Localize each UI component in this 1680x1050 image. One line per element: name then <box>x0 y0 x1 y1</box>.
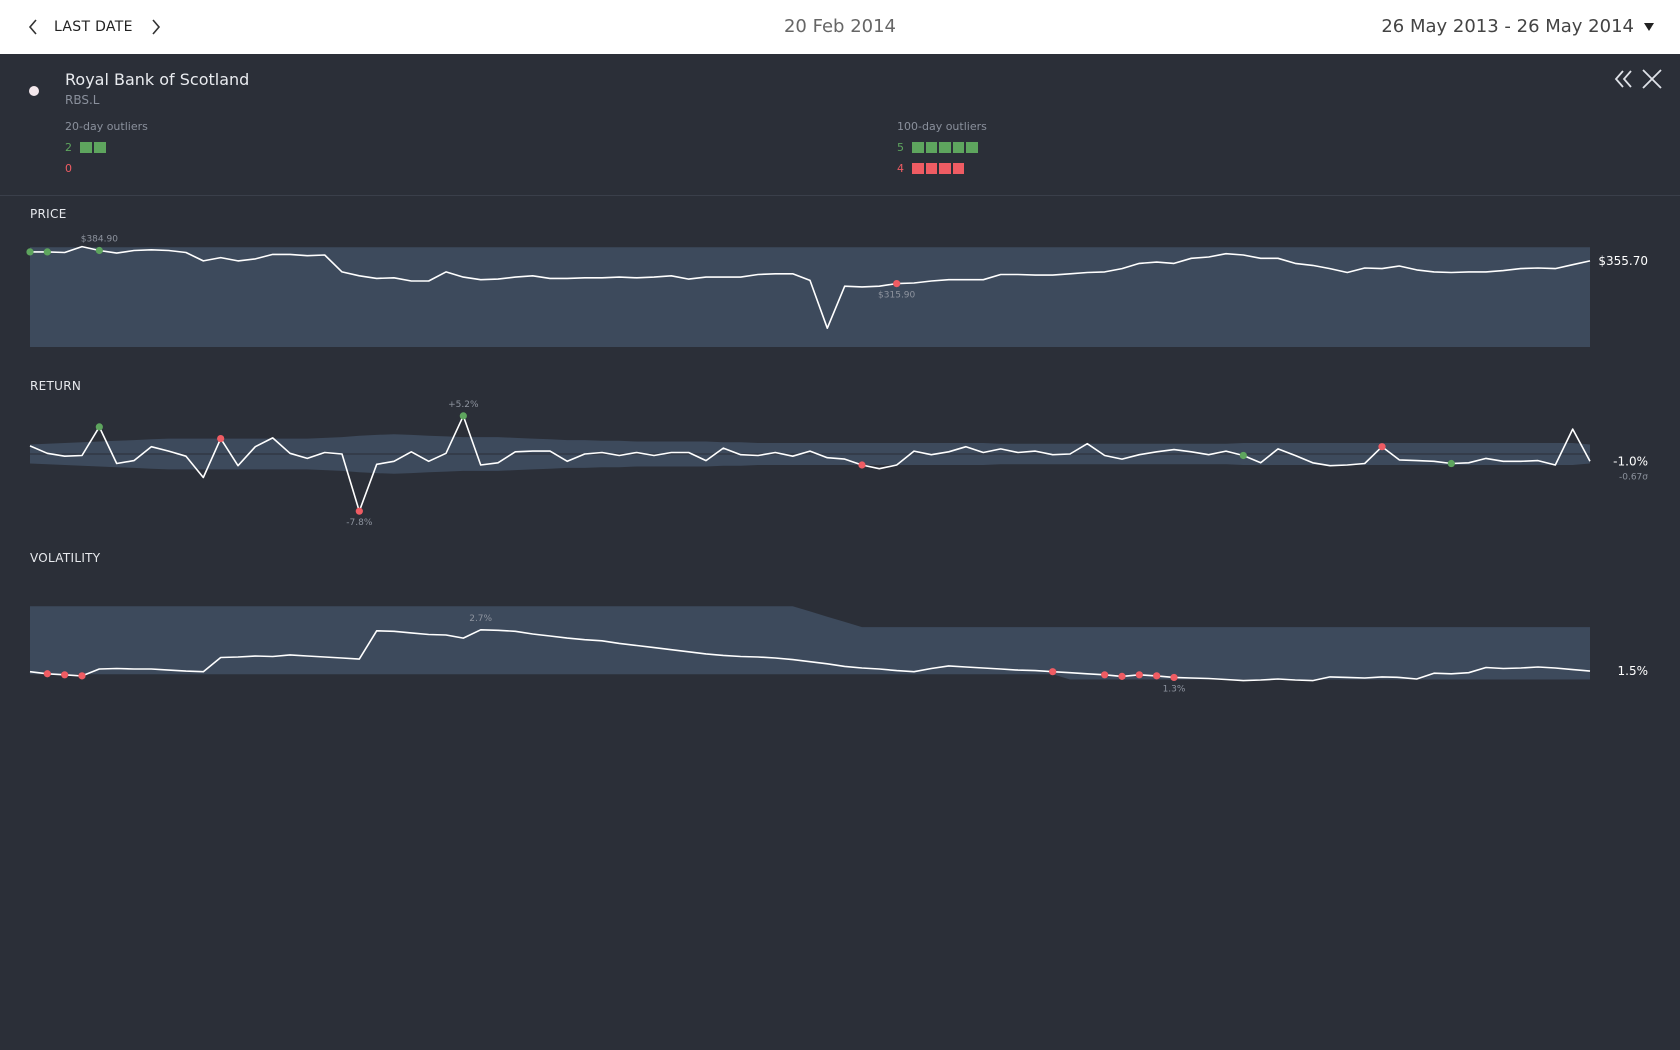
close-button[interactable] <box>1638 66 1666 92</box>
return-outlier-point <box>1378 443 1386 451</box>
volatility-outlier-point <box>43 670 51 678</box>
price-annotation: $315.90 <box>878 291 915 301</box>
stock-name: Royal Bank of Scotland <box>65 70 250 89</box>
return-section-title: RETURN <box>30 379 82 393</box>
return-last-value: -1.0% <box>1613 454 1648 468</box>
return-outlier-point <box>858 461 866 469</box>
price-outlier-point <box>893 280 901 288</box>
top-bar: LAST DATE 20 Feb 2014 26 May 2013 - 26 M… <box>0 0 1680 54</box>
long-outliers-up-count: 5 <box>897 141 904 154</box>
volatility-outlier-point <box>78 672 86 680</box>
volatility-series-line <box>29 629 1591 682</box>
price-annotation: $384.90 <box>81 234 118 244</box>
chevron-right-icon <box>152 19 160 35</box>
outlier-segment <box>939 142 951 153</box>
date-navigator: LAST DATE <box>22 16 167 38</box>
return-series-line <box>29 415 1591 512</box>
short-outliers-down: 0 <box>65 162 80 175</box>
outlier-segment <box>925 142 938 153</box>
volatility-outlier-point <box>1170 673 1178 682</box>
long-outliers-down-bar <box>912 163 966 174</box>
caret-down-icon <box>1644 22 1654 31</box>
volatility-last-value: 1.5% <box>1618 664 1649 678</box>
stock-color-marker <box>29 86 39 96</box>
outlier-segment <box>912 142 924 153</box>
current-date: 20 Feb 2014 <box>783 16 897 37</box>
date-range-dropdown[interactable]: 26 May 2013 - 26 May 2014 <box>1381 16 1654 37</box>
return-outlier-point <box>1447 459 1455 468</box>
outlier-segment <box>912 163 924 174</box>
collapse-button[interactable] <box>1610 66 1638 92</box>
long-outliers-up-bar <box>912 142 980 153</box>
long-outliers-up: 5 <box>897 141 980 154</box>
price-series-line <box>30 245 1591 329</box>
volatility-outlier-point <box>1049 668 1057 676</box>
outlier-segment <box>925 163 938 174</box>
outlier-segment <box>80 142 92 153</box>
price-last-value: $355.70 <box>1598 254 1648 268</box>
long-outliers-down-count: 4 <box>897 162 904 175</box>
volatility-annotation: 1.3% <box>1163 684 1186 694</box>
volatility-annotation: 2.7% <box>469 614 492 624</box>
return-outlier-point <box>1239 451 1247 460</box>
return-annotation: -7.8% <box>346 518 373 528</box>
price-section-title: PRICE <box>30 207 67 221</box>
next-date-button[interactable] <box>145 16 167 38</box>
price-band <box>30 247 1590 347</box>
short-outliers-up: 2 <box>65 141 108 154</box>
price-outlier-point <box>26 248 34 256</box>
close-icon <box>1642 69 1662 89</box>
return-outlier-point <box>459 412 467 420</box>
volatility-outlier-point <box>61 671 69 679</box>
return-outlier-point <box>95 423 103 431</box>
outlier-segment <box>939 163 951 174</box>
outlier-segment <box>966 142 978 153</box>
long-outliers-label: 100-day outliers <box>897 120 987 133</box>
volatility-outlier-point <box>1118 672 1126 680</box>
stock-ticker: RBS.L <box>65 93 100 107</box>
price-outlier-point <box>43 248 51 256</box>
outlier-segment <box>952 163 965 174</box>
return-sub-value: -0.67σ <box>1619 472 1648 482</box>
chevron-left-icon <box>28 19 37 35</box>
return-outlier-point <box>355 507 363 515</box>
return-annotation: +5.2% <box>448 400 479 410</box>
double-chevron-left-icon <box>1614 70 1632 88</box>
short-outliers-down-count: 0 <box>65 162 72 175</box>
volatility-outlier-point <box>1135 671 1143 679</box>
stock-header: Royal Bank of Scotland RBS.L 20-day outl… <box>0 54 1680 196</box>
short-outliers-up-bar <box>80 142 108 153</box>
outlier-segment <box>94 142 106 153</box>
outlier-segment <box>952 142 965 153</box>
short-outliers-up-count: 2 <box>65 141 72 154</box>
volatility-section-title: VOLATILITY <box>30 551 101 565</box>
previous-date-button[interactable] <box>22 16 44 38</box>
price-outlier-point <box>95 246 103 255</box>
last-date-button[interactable]: LAST DATE <box>54 19 133 35</box>
date-range-label: 26 May 2013 - 26 May 2014 <box>1381 16 1634 37</box>
volatility-outlier-point <box>1153 672 1161 680</box>
volatility-band <box>30 606 1590 680</box>
return-outlier-point <box>217 435 225 443</box>
long-outliers-down: 4 <box>897 162 966 175</box>
volatility-outlier-point <box>1101 671 1109 679</box>
short-outliers-label: 20-day outliers <box>65 120 148 133</box>
